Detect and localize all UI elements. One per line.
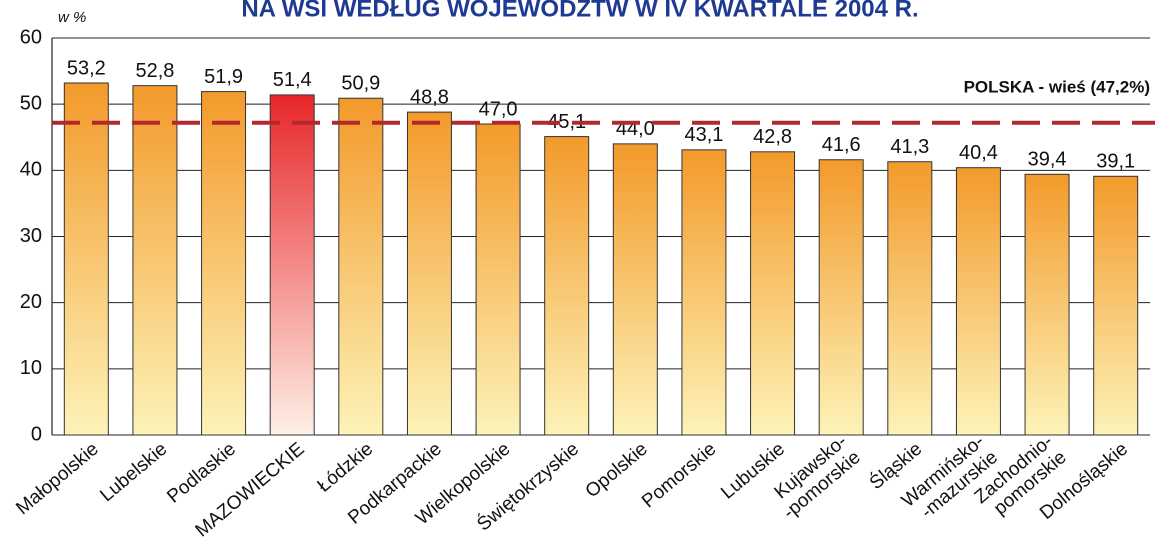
bar bbox=[201, 91, 247, 436]
value-label: 40,4 bbox=[959, 142, 998, 164]
x-tick-label: Małopolskie bbox=[12, 439, 102, 520]
y-tick-label: 60 bbox=[20, 26, 42, 48]
bar bbox=[544, 136, 590, 436]
bar bbox=[132, 85, 178, 436]
bar bbox=[818, 159, 864, 436]
value-label: 39,1 bbox=[1096, 151, 1135, 173]
x-tick-label: Łódzkie bbox=[314, 439, 378, 497]
value-label: 48,8 bbox=[410, 86, 449, 108]
value-label: 41,6 bbox=[822, 134, 861, 156]
bar bbox=[887, 161, 933, 436]
bar bbox=[612, 143, 658, 436]
value-label: 53,2 bbox=[67, 57, 106, 79]
bar bbox=[475, 123, 521, 436]
bar bbox=[338, 97, 384, 436]
value-label: 43,1 bbox=[684, 124, 723, 146]
value-label: 47,0 bbox=[479, 98, 518, 120]
reference-label: POLSKA - wieś (47,2%) bbox=[964, 77, 1150, 96]
x-tick-label: Lubelskie bbox=[96, 439, 171, 507]
value-label: 51,4 bbox=[273, 69, 312, 91]
value-label: 52,8 bbox=[135, 60, 174, 82]
value-label: 41,3 bbox=[890, 136, 929, 158]
y-tick-label: 40 bbox=[20, 159, 42, 181]
bar bbox=[750, 151, 796, 436]
bar bbox=[63, 82, 109, 436]
value-label: 45,1 bbox=[547, 111, 586, 133]
bar bbox=[1024, 173, 1070, 436]
bar bbox=[1093, 175, 1139, 436]
y-axis-label: w % bbox=[58, 9, 86, 26]
value-label: 50,9 bbox=[341, 72, 380, 94]
bar bbox=[955, 167, 1001, 436]
chart-title: NA WSI WEDŁUG WOJEWÓDZTW W IV KWARTALE 2… bbox=[241, 0, 918, 22]
value-label: 51,9 bbox=[204, 66, 243, 88]
bar bbox=[269, 94, 315, 436]
bar bbox=[681, 149, 727, 436]
value-label: 42,8 bbox=[753, 126, 792, 148]
bar bbox=[406, 111, 452, 436]
x-tick-label: Pomorskie bbox=[638, 439, 720, 513]
y-tick-label: 0 bbox=[31, 423, 42, 445]
y-tick-label: 50 bbox=[20, 92, 42, 114]
y-tick-label: 20 bbox=[20, 291, 42, 313]
value-label: 39,4 bbox=[1028, 149, 1067, 171]
y-tick-label: 10 bbox=[20, 357, 42, 379]
y-tick-label: 30 bbox=[20, 225, 42, 247]
